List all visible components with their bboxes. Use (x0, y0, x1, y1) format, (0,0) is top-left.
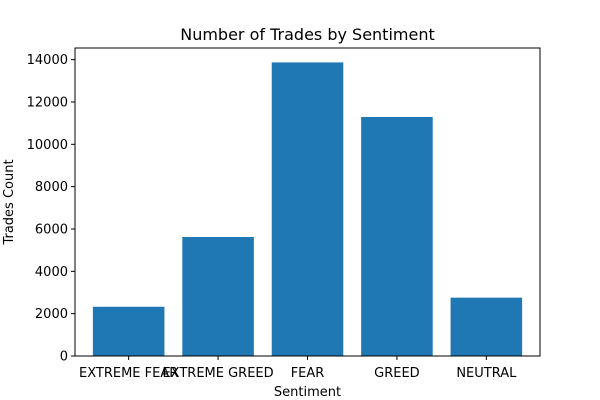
bar-greed (361, 116, 433, 356)
y-tick-label: 8000 (35, 180, 68, 195)
x-tick-label: FEAR (291, 366, 325, 381)
y-tick-label: 10000 (27, 138, 68, 153)
x-tick-label: EXTREME FEAR (79, 366, 178, 381)
bar-extreme-greed (182, 237, 254, 356)
y-tick-label: 4000 (35, 265, 68, 280)
y-tick-label: 12000 (27, 95, 68, 110)
bar-neutral (450, 297, 523, 356)
y-tick-label: 0 (60, 350, 68, 365)
y-axis-ticks: 0 2000 4000 6000 8000 10000 12000 14000 (27, 53, 75, 365)
chart-title: Number of Trades by Sentiment (180, 25, 435, 44)
x-tick-label: EXTREME GREED (162, 366, 273, 381)
y-axis-label: Trades Count (2, 159, 17, 245)
y-tick-label: 14000 (27, 53, 68, 68)
x-axis-label: Sentiment (274, 385, 341, 400)
bar-extreme-fear (92, 306, 165, 356)
bars-group (92, 62, 523, 356)
y-tick-label: 2000 (35, 307, 68, 322)
y-tick-label: 6000 (35, 222, 68, 237)
x-tick-label: NEUTRAL (456, 366, 517, 381)
x-tick-label: GREED (374, 366, 420, 381)
bar-fear (271, 62, 344, 356)
